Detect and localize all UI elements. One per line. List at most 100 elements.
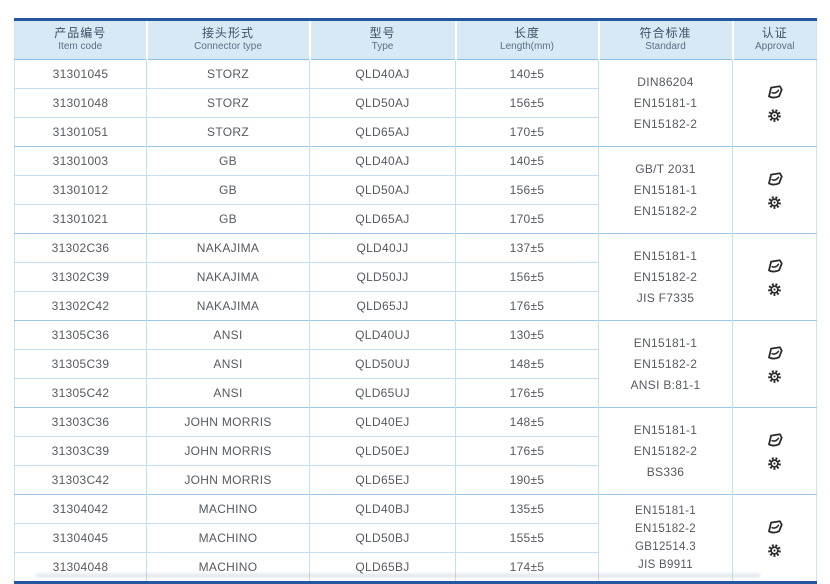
table-header: 产品编号 Item code 接头形式 Connector type 型号 Type 长度 L… bbox=[14, 19, 817, 60]
approval-cell bbox=[732, 233, 817, 321]
approval-icon-stack bbox=[733, 519, 816, 558]
standard-line: EN15182-2 bbox=[633, 443, 698, 458]
connector-type-cell: STORZ bbox=[146, 59, 310, 89]
type-cell: QLD40AJ bbox=[309, 146, 456, 176]
standard-cell: EN15181-1 EN15182-2 JIS F7335 bbox=[598, 233, 733, 321]
approval-cell bbox=[732, 407, 817, 495]
approval-logo-icon bbox=[766, 519, 784, 534]
length-cell: 130±5 bbox=[455, 320, 599, 350]
item-code-cell: 31303C42 bbox=[14, 465, 147, 495]
table-row: 31301003 GB QLD40AJ 140±5 GB/T 2031 EN15181-1… bbox=[14, 146, 817, 234]
table-row: 31301048 STORZ QLD50AJ 156±5 bbox=[14, 88, 817, 118]
item-code-cell: 31304045 bbox=[14, 523, 147, 553]
type-cell: QLD65JJ bbox=[309, 291, 456, 321]
item-code-cell: 31301048 bbox=[14, 88, 147, 118]
length-cell: 137±5 bbox=[455, 233, 599, 263]
type-cell: QLD50JJ bbox=[309, 262, 456, 292]
approval-cell bbox=[732, 146, 817, 234]
table-row: 31301051 STORZ QLD65AJ 170±5 bbox=[14, 117, 817, 147]
approval-logo-icon bbox=[766, 171, 784, 186]
column-header-approval: 认证 Approval bbox=[731, 19, 817, 60]
column-header-zh: 型号 bbox=[369, 26, 396, 41]
length-cell: 155±5 bbox=[455, 523, 599, 553]
column-header-zh: 长度 bbox=[513, 26, 540, 41]
table-row: 31304042 MACHINO QLD40BJ 135±5 EN15181-1 EN15… bbox=[14, 494, 817, 583]
table-row: 31301012 GB QLD50AJ 156±5 bbox=[14, 175, 817, 205]
length-cell: 176±5 bbox=[455, 436, 599, 466]
type-cell: QLD40EJ bbox=[309, 407, 456, 437]
item-code-cell: 31301021 bbox=[14, 204, 147, 234]
type-cell: QLD50BJ bbox=[309, 523, 456, 553]
column-header-en: Length(mm) bbox=[500, 41, 554, 53]
connector-type-cell: MACHINO bbox=[146, 494, 310, 524]
item-code-cell: 31301012 bbox=[14, 175, 147, 205]
wheelmark-icon bbox=[767, 195, 782, 210]
approval-icon-stack bbox=[733, 171, 816, 210]
column-header-connector-type: 接头形式 Connector type bbox=[145, 19, 310, 60]
wheelmark-icon bbox=[767, 456, 782, 471]
standard-line: JIS F7335 bbox=[636, 290, 695, 305]
standard-cell: EN15181-1 EN15182-2 BS336 bbox=[598, 407, 733, 495]
connector-type-cell: JOHN MORRIS bbox=[146, 465, 310, 495]
wheelmark-icon bbox=[767, 543, 782, 558]
standard-line: EN15181-1 bbox=[633, 335, 698, 350]
column-header-zh: 认证 bbox=[761, 26, 788, 41]
table-row: 31304048 MACHINO QLD65BJ 174±5 bbox=[14, 552, 817, 583]
standard-line: EN15182-2 bbox=[633, 356, 698, 371]
table-row: 31303C36 JOHN MORRIS QLD40EJ 148±5 EN15181-1… bbox=[14, 407, 817, 495]
connector-type-cell: MACHINO bbox=[146, 523, 310, 553]
header-row: 产品编号 Item code 接头形式 Connector type 型号 Type 长度 L… bbox=[14, 19, 817, 60]
type-cell: QLD40BJ bbox=[309, 494, 456, 524]
table-row: 31301021 GB QLD65AJ 170±5 bbox=[14, 204, 817, 234]
approval-logo-icon bbox=[766, 432, 784, 447]
item-code-cell: 31304042 bbox=[14, 494, 147, 524]
item-code-cell: 31305C36 bbox=[14, 320, 147, 350]
standard-line: DIN86204 bbox=[637, 74, 694, 89]
approval-logo-icon bbox=[766, 345, 784, 360]
type-cell: QLD40JJ bbox=[309, 233, 456, 263]
product-table: 产品编号 Item code 接头形式 Connector type 型号 Type 长度 L… bbox=[14, 18, 817, 584]
approval-cell bbox=[732, 320, 817, 408]
table-row: 31304045 MACHINO QLD50BJ 155±5 bbox=[14, 523, 817, 553]
column-header-item-code: 产品编号 Item code bbox=[14, 19, 147, 60]
wheelmark-icon bbox=[767, 108, 782, 123]
table-row: 31303C39 JOHN MORRIS QLD50EJ 176±5 bbox=[14, 436, 817, 466]
approval-icon-stack bbox=[733, 345, 816, 384]
column-header-zh: 接头形式 bbox=[201, 26, 254, 41]
connector-type-cell: NAKAJIMA bbox=[146, 262, 310, 292]
connector-type-cell: NAKAJIMA bbox=[146, 291, 310, 321]
type-cell: QLD50EJ bbox=[309, 436, 456, 466]
type-cell: QLD65UJ bbox=[309, 378, 456, 408]
item-code-cell: 31305C42 bbox=[14, 378, 147, 408]
standard-line: EN15182-2 bbox=[633, 203, 698, 218]
table-body: 31301045 STORZ QLD40AJ 140±5 DIN86204 EN15181… bbox=[14, 59, 817, 583]
length-cell: 156±5 bbox=[455, 88, 599, 118]
column-header-standard: 符合标准 Standard bbox=[597, 19, 733, 60]
item-code-cell: 31304048 bbox=[14, 552, 147, 583]
column-header-en: Approval bbox=[755, 41, 795, 53]
table-row: 31305C42 ANSI QLD65UJ 176±5 bbox=[14, 378, 817, 408]
table-row: 31302C42 NAKAJIMA QLD65JJ 176±5 bbox=[14, 291, 817, 321]
approval-cell bbox=[732, 59, 817, 147]
standard-line: JIS B9911 bbox=[638, 559, 693, 571]
standard-cell: DIN86204 EN15181-1 EN15182-2 bbox=[598, 59, 733, 147]
item-code-cell: 31301045 bbox=[52, 67, 109, 81]
approval-icon-stack bbox=[733, 84, 816, 123]
approval-icon-stack bbox=[733, 258, 816, 297]
item-code-cell: 31301003 bbox=[14, 146, 147, 176]
standard-cell: GB/T 2031 EN15181-1 EN15182-2 bbox=[598, 146, 733, 234]
column-header-en: Type bbox=[371, 41, 394, 53]
connector-type-cell: ANSI bbox=[146, 349, 310, 379]
connector-type-cell: ANSI bbox=[146, 378, 310, 408]
connector-type-cell: GB bbox=[146, 204, 310, 234]
connector-type-cell: NAKAJIMA bbox=[146, 233, 310, 263]
column-header-en: Connector type bbox=[194, 41, 262, 53]
wheelmark-icon bbox=[767, 369, 782, 384]
length-cell: 170±5 bbox=[455, 117, 599, 147]
table-row: 31303C42 JOHN MORRIS QLD65EJ 190±5 bbox=[14, 465, 817, 495]
standard-line: EN15182-2 bbox=[633, 269, 698, 284]
length-cell: 148±5 bbox=[455, 349, 599, 379]
standard-cell: EN15181-1 EN15182-2 GB12514.3 JIS B9911 bbox=[598, 494, 733, 583]
table-row: 31305C36 ANSI QLD40UJ 130±5 EN15181-1 EN15182… bbox=[14, 320, 817, 408]
column-header-zh: 符合标准 bbox=[639, 26, 692, 41]
